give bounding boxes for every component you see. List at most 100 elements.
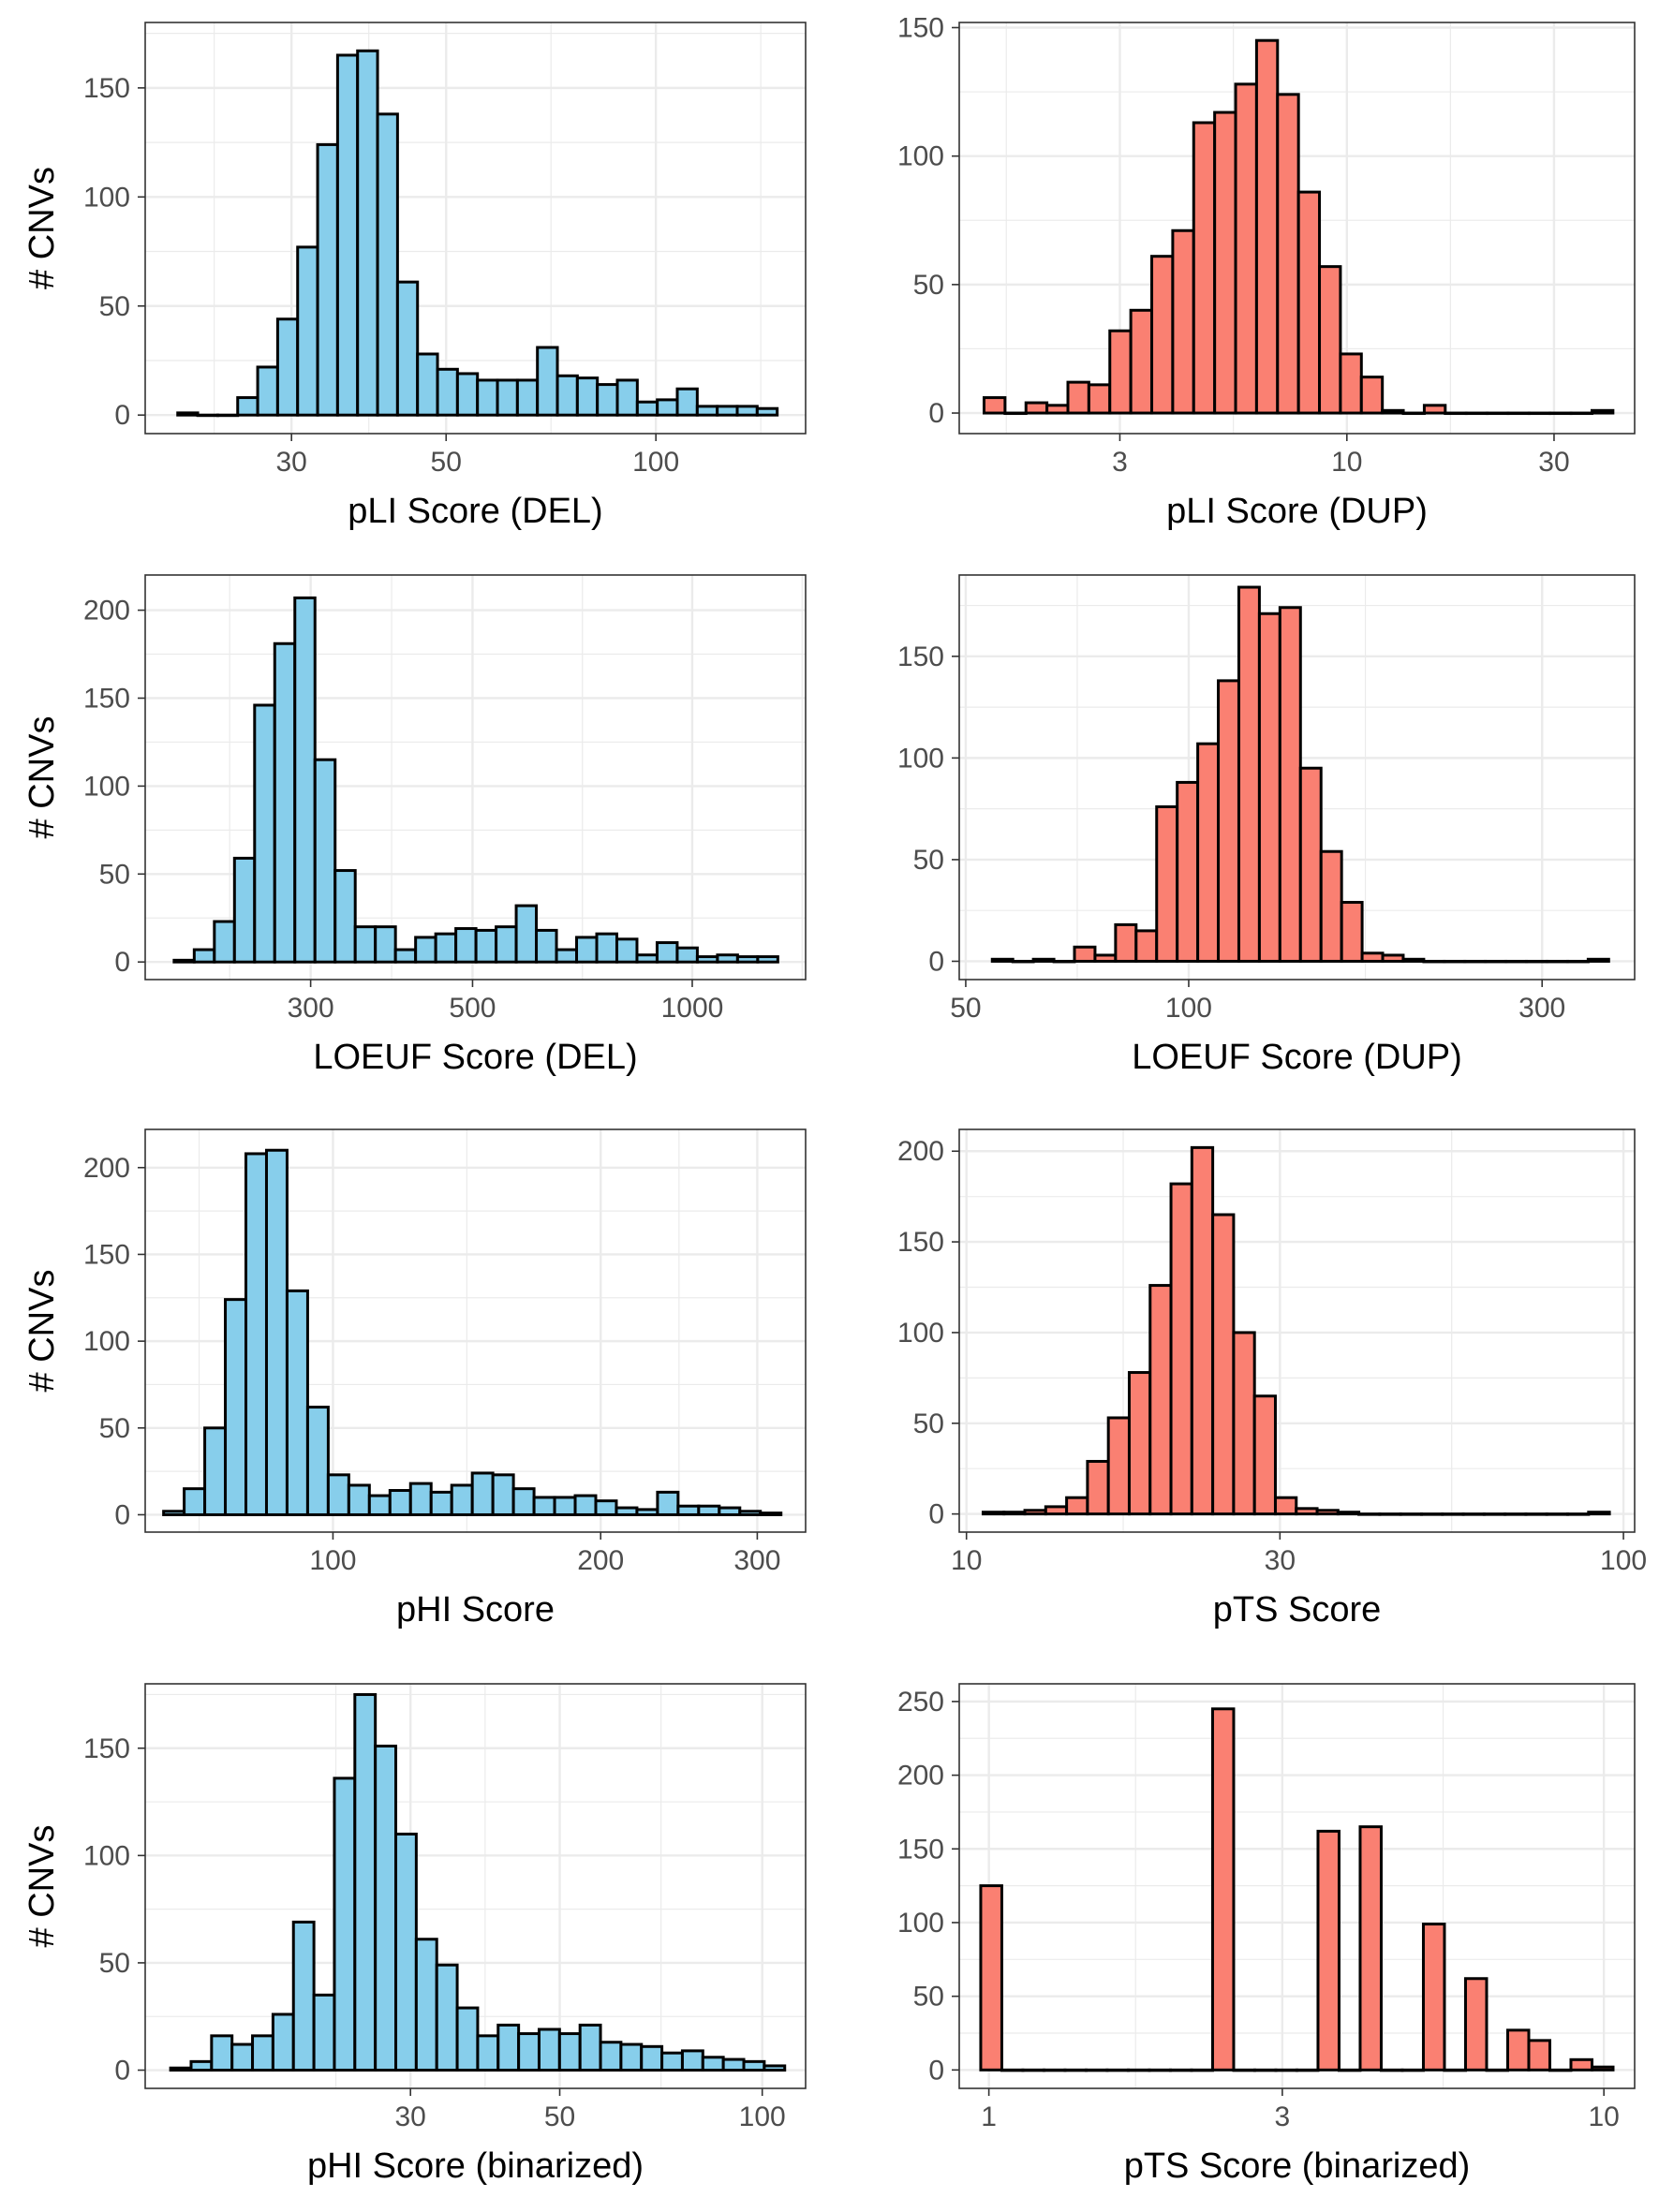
- histogram-bar: [1569, 411, 1593, 416]
- histogram-bar: [599, 2041, 623, 2072]
- histogram-bar: [1114, 922, 1138, 963]
- histogram-bar: [738, 1510, 763, 1516]
- histogram-bar: [695, 405, 719, 417]
- histogram-bar: [1359, 376, 1385, 415]
- histogram-bar: [718, 1506, 742, 1516]
- histogram-bar: [1486, 411, 1510, 416]
- y-tick-label: 50: [99, 859, 130, 890]
- y-tick-label: 200: [83, 1153, 130, 1184]
- histogram-bar: [408, 1482, 433, 1516]
- histogram-bar: [1504, 959, 1529, 964]
- histogram-bar: [1319, 849, 1343, 963]
- histogram-bar: [244, 1152, 268, 1516]
- panel-border: [144, 574, 807, 981]
- histogram-bar: [656, 398, 679, 417]
- histogram-bar: [293, 596, 317, 964]
- histogram-bar: [495, 925, 518, 964]
- y-tick-label: 0: [114, 1499, 130, 1530]
- histogram-bar: [1000, 2068, 1025, 2072]
- y-tick-label: 50: [913, 845, 944, 876]
- x-tick-label: 100: [1600, 1545, 1647, 1576]
- histogram-bar: [1044, 1505, 1069, 1516]
- histogram-bar: [353, 925, 378, 964]
- histogram-bar: [981, 1511, 1006, 1516]
- panel-pli-del: 30 50 100 0 50 100 150 pLI Score (DEL) # CNVs: [22, 22, 807, 531]
- histogram-bar: [1548, 411, 1573, 416]
- histogram-bar: [1565, 1512, 1591, 1516]
- histogram-bar: [162, 1510, 186, 1516]
- y-tick-label: 150: [83, 73, 130, 104]
- histogram-bar: [575, 376, 600, 417]
- x-tick-label: 30: [1265, 1545, 1296, 1576]
- x-axis-title: pHI Score: [396, 1590, 555, 1630]
- y-tick-label: 200: [897, 1761, 944, 1792]
- histogram-bar: [1316, 1829, 1341, 2072]
- histogram-bar: [210, 2034, 234, 2072]
- histogram-bar: [1590, 408, 1615, 415]
- histogram-bar: [1378, 1512, 1402, 1516]
- histogram-bar: [755, 406, 779, 417]
- histogram-bar: [183, 1487, 207, 1516]
- histogram-bar: [635, 953, 659, 964]
- histogram-bar: [1087, 383, 1112, 415]
- histogram-bar: [176, 411, 200, 417]
- histogram-bar: [232, 856, 257, 964]
- histogram-bar: [1168, 2068, 1193, 2072]
- histogram-bar: [1257, 612, 1281, 963]
- histogram-bar: [1148, 2068, 1172, 2072]
- histogram-bar: [296, 245, 319, 417]
- histogram-bar: [660, 2051, 684, 2072]
- x-tick-label: 50: [431, 447, 462, 478]
- histogram-bar: [454, 927, 478, 964]
- histogram-bar: [675, 946, 699, 964]
- histogram-bar: [615, 378, 639, 417]
- histogram-bar: [1052, 959, 1076, 964]
- y-axis-title: # CNVs: [22, 716, 62, 839]
- histogram-bar: [1190, 1145, 1215, 1516]
- histogram-bar: [1276, 93, 1300, 415]
- y-tick-label: 200: [83, 596, 130, 627]
- histogram-bar: [1381, 953, 1405, 963]
- histogram-bar: [1399, 1512, 1423, 1516]
- histogram-bar: [1464, 411, 1489, 416]
- x-tick-label: 10: [1588, 2101, 1619, 2132]
- histogram-bar: [594, 1499, 618, 1516]
- histogram-bar: [1274, 2068, 1298, 2072]
- histogram-bar: [1065, 1496, 1089, 1516]
- histogram-bar: [553, 1496, 577, 1516]
- y-tick-label: 150: [83, 1239, 130, 1270]
- histogram-bar: [1155, 804, 1179, 963]
- y-tick-label: 0: [928, 2055, 944, 2086]
- histogram-bar: [256, 365, 279, 417]
- histogram-bar: [1003, 411, 1028, 416]
- histogram-bar: [496, 2023, 521, 2072]
- histogram-bar: [275, 317, 300, 417]
- histogram-bar: [1066, 380, 1090, 415]
- x-tick-label: 100: [309, 1545, 356, 1576]
- histogram-bar: [1169, 1182, 1193, 1516]
- histogram-bar: [635, 1508, 659, 1516]
- histogram-bar: [1340, 901, 1364, 963]
- histogram-bar: [1587, 1511, 1611, 1516]
- histogram-bar: [1192, 121, 1217, 415]
- histogram-bar: [1296, 190, 1322, 415]
- histogram-bar: [455, 372, 480, 417]
- plot-panel-background: [145, 22, 806, 434]
- histogram-bar: [169, 2066, 193, 2072]
- histogram-bar: [230, 2042, 255, 2072]
- histogram-bar: [215, 413, 240, 418]
- plot-panel-background: [959, 1129, 1635, 1532]
- y-tick-label: 100: [83, 1326, 130, 1357]
- y-tick-label: 50: [99, 291, 130, 322]
- histogram-bar: [1234, 82, 1258, 415]
- histogram-bar: [982, 396, 1007, 415]
- histogram-bar: [429, 1490, 453, 1516]
- histogram-bar: [273, 641, 297, 964]
- histogram-bar: [367, 1494, 392, 1516]
- histogram-bar: [264, 1148, 289, 1516]
- histogram-bar: [1360, 951, 1385, 963]
- histogram-bar: [536, 346, 559, 417]
- y-tick-label: 150: [83, 1733, 130, 1764]
- histogram-bar: [1196, 742, 1221, 963]
